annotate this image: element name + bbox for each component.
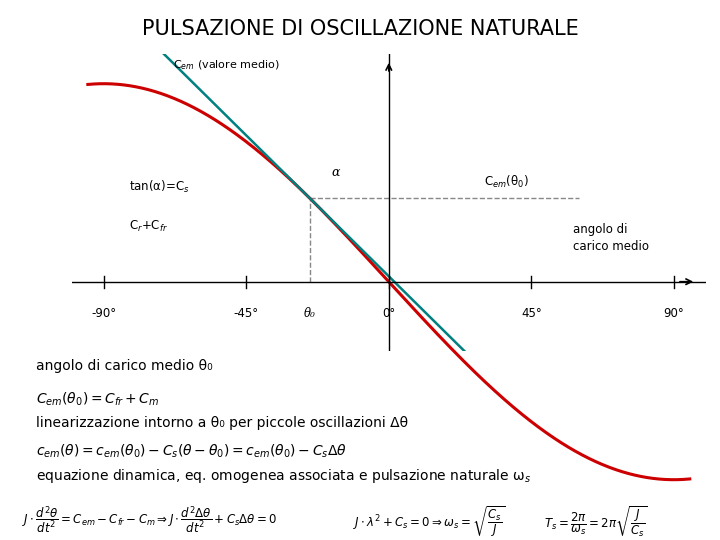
Text: θ₀: θ₀	[304, 307, 315, 320]
Text: PULSAZIONE DI OSCILLAZIONE NATURALE: PULSAZIONE DI OSCILLAZIONE NATURALE	[142, 19, 578, 39]
Text: equazione dinamica, eq. omogenea associata e pulsazione naturale ω$_s$: equazione dinamica, eq. omogenea associa…	[36, 467, 531, 485]
Text: $C_{em}(\theta_0) = C_{fr} + C_m$: $C_{em}(\theta_0) = C_{fr} + C_m$	[36, 390, 160, 408]
Text: angolo di carico medio θ₀: angolo di carico medio θ₀	[36, 359, 212, 373]
Text: C$_{em}$(θ$_0$): C$_{em}$(θ$_0$)	[484, 174, 528, 190]
Text: $J \cdot \dfrac{d^2\theta}{dt^2} = C_{em} - C_{fr} - C_m \Rightarrow J \cdot \df: $J \cdot \dfrac{d^2\theta}{dt^2} = C_{em…	[22, 505, 276, 536]
Text: 45°: 45°	[521, 307, 541, 320]
Text: linearizzazione intorno a θ₀ per piccole oscillazioni Δθ: linearizzazione intorno a θ₀ per piccole…	[36, 416, 408, 430]
Text: α: α	[332, 166, 341, 179]
Text: angolo di
carico medio: angolo di carico medio	[572, 223, 649, 253]
Text: $J \cdot \lambda^2 + C_s = 0 \Rightarrow \omega_s = \sqrt{\dfrac{C_s}{J}}$: $J \cdot \lambda^2 + C_s = 0 \Rightarrow…	[353, 505, 505, 539]
Text: -90°: -90°	[91, 307, 116, 320]
Text: -45°: -45°	[234, 307, 258, 320]
Text: $T_s = \dfrac{2\pi}{\omega_s} = 2\pi\sqrt{\dfrac{J}{C_s}}$: $T_s = \dfrac{2\pi}{\omega_s} = 2\pi\sqr…	[544, 505, 647, 539]
Text: C$_r$+C$_{fr}$: C$_r$+C$_{fr}$	[129, 219, 168, 234]
Text: 0°: 0°	[382, 307, 395, 320]
Text: C$_{em}$ (valore medio): C$_{em}$ (valore medio)	[174, 58, 280, 72]
Text: tan(α)=C$_s$: tan(α)=C$_s$	[129, 179, 189, 195]
Text: $c_{em}(\theta) = c_{em}(\theta_0) - C_s(\theta - \theta_0) = c_{em}(\theta_0) -: $c_{em}(\theta) = c_{em}(\theta_0) - C_s…	[36, 443, 347, 460]
Text: 90°: 90°	[664, 307, 684, 320]
